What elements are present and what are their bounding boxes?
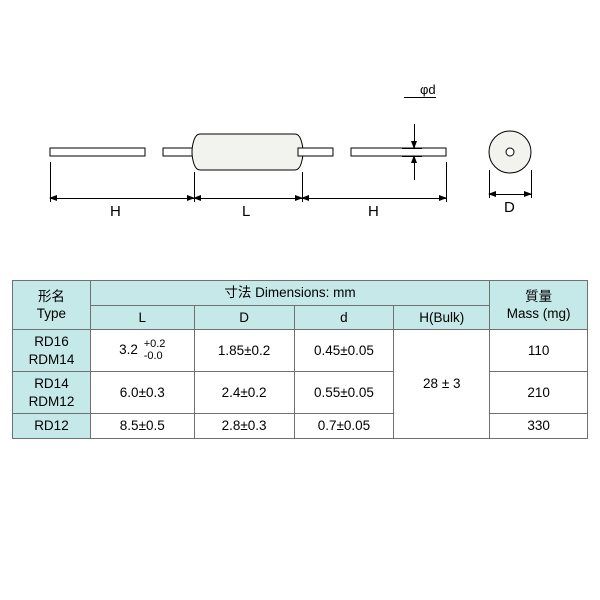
L-main: 3.2 [119,342,138,357]
col-Hbulk: H(Bulk) [394,305,490,330]
type-line: RDM14 [29,352,75,367]
d-cell: 0.45±0.05 [294,330,394,372]
L-tol-lower: -0.0 [144,350,163,362]
col-D: D [194,305,294,330]
dim-D: D [504,199,515,216]
col-mass-header: 質量 Mass (mg) [490,281,588,330]
col-type-jp: 形名 [38,289,65,304]
col-mass-en: Mass (mg) [507,306,571,321]
mass-cell: 210 [490,372,588,414]
table-row: RD16 RDM14 3.2 +0.2 -0.0 1.85±0.2 0.45±0… [13,330,588,372]
col-type-header: 形名 Type [13,281,91,330]
col-L: L [90,305,194,330]
col-d: d [294,305,394,330]
mass-cell: 110 [490,330,588,372]
phi-d-label: φd [420,82,436,97]
col-mass-jp: 質量 [525,289,552,304]
D-cell: 2.8±0.3 [194,414,294,439]
table-row: RD14 RDM12 6.0±0.3 2.4±0.2 0.55±0.05 210 [13,372,588,414]
table-row: RD12 8.5±0.5 2.8±0.3 0.7±0.05 330 [13,414,588,439]
dim-L: L [242,203,250,220]
type-line: RD16 [34,334,69,349]
d-cell: 0.7±0.05 [294,414,394,439]
dim-H-left: H [110,203,121,220]
type-line: RDM12 [29,394,75,409]
type-cell: RD12 [13,414,91,439]
d-cell: 0.55±0.05 [294,372,394,414]
D-cell: 2.4±0.2 [194,372,294,414]
D-cell: 1.85±0.2 [194,330,294,372]
Hbulk-cell: 28 ± 3 [394,330,490,439]
L-cell: 8.5±0.5 [90,414,194,439]
mass-cell: 330 [490,414,588,439]
dimensions-table: 形名 Type 寸法 Dimensions: mm 質量 Mass (mg) L… [12,280,588,439]
dim-H-right: H [368,203,379,220]
side-view [40,100,460,210]
L-cell: 3.2 +0.2 -0.0 [90,330,194,372]
L-tol-upper: +0.2 [144,338,166,350]
type-cell: RD14 RDM12 [13,372,91,414]
col-dims-header: 寸法 Dimensions: mm [90,281,489,306]
type-cell: RD16 RDM14 [13,330,91,372]
type-line: RD14 [34,376,69,391]
L-cell: 6.0±0.3 [90,372,194,414]
col-type-en: Type [37,306,66,321]
component-diagram: φd H L H D [40,90,560,250]
